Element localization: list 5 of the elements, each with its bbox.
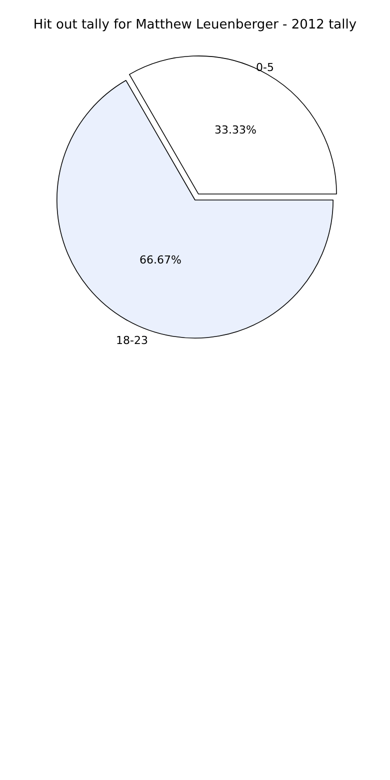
slice-label: 0-5 xyxy=(256,61,274,74)
chart-title: Hit out tally for Matthew Leuenberger - 2012 tally xyxy=(33,18,357,33)
data-label: 33.33% xyxy=(214,123,256,136)
slice-label: 18-23 xyxy=(116,334,148,347)
data-label: 66.67% xyxy=(140,253,182,266)
